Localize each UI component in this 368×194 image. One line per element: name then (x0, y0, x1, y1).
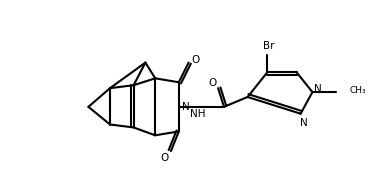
Text: Br: Br (263, 41, 275, 51)
Text: O: O (160, 153, 168, 163)
Text: O: O (208, 78, 216, 88)
Text: N: N (300, 118, 307, 127)
Text: N: N (314, 84, 322, 94)
Text: O: O (191, 55, 199, 65)
Text: N: N (182, 102, 190, 112)
Text: NH: NH (190, 109, 205, 119)
Text: CH₃: CH₃ (350, 86, 367, 95)
